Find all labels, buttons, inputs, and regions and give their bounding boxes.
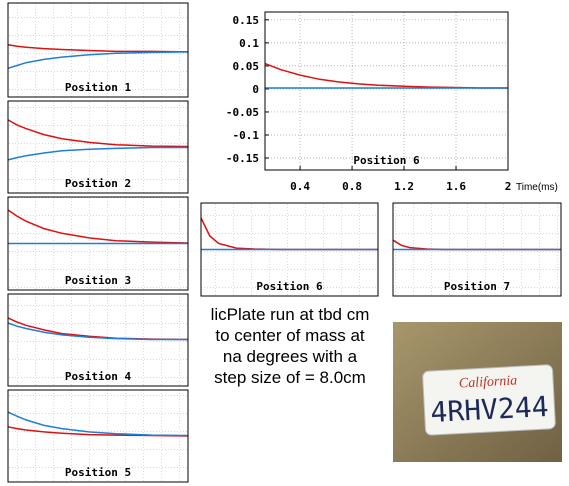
data-line bbox=[7, 209, 189, 244]
y-tick-label: -0.1 bbox=[233, 129, 260, 142]
plot-frame bbox=[7, 196, 189, 291]
chart: Position 2 bbox=[7, 100, 189, 194]
data-line bbox=[7, 119, 189, 148]
plate-number: 4RHV244 bbox=[430, 390, 550, 429]
plot-frame bbox=[264, 11, 509, 171]
x-axis-label: Time(ms) bbox=[516, 182, 558, 193]
note-line: licPlate run at tbd cm bbox=[211, 305, 370, 324]
plot-frame bbox=[7, 100, 189, 194]
x-tick-label: 1.6 bbox=[446, 180, 466, 193]
chart-title: Position 6 bbox=[256, 280, 323, 293]
x-tick-label: 0.4 bbox=[290, 180, 310, 193]
data-line bbox=[7, 44, 189, 53]
x-tick-label: 2 bbox=[505, 180, 512, 193]
y-tick-label: 0 bbox=[252, 83, 259, 96]
note-line: to center of mass at bbox=[215, 326, 365, 345]
data-line bbox=[264, 62, 508, 89]
plot-frame bbox=[7, 293, 189, 387]
chart-title: Position 6 bbox=[353, 154, 420, 167]
chart: Position 7 bbox=[392, 202, 562, 297]
chart: Position 3 bbox=[7, 196, 189, 291]
data-line bbox=[7, 146, 188, 161]
y-tick-label: -0.05 bbox=[226, 106, 259, 119]
chart-title: Position 1 bbox=[65, 81, 132, 94]
y-tick-label: -0.15 bbox=[226, 152, 259, 165]
chart-title: Position 3 bbox=[65, 274, 131, 287]
note-line: step size of = 8.0cm bbox=[214, 368, 366, 387]
data-line bbox=[7, 322, 188, 341]
y-tick-label: 0.15 bbox=[233, 14, 260, 27]
y-tick-label: 0.05 bbox=[233, 60, 260, 73]
chart: 0.15 0.1 0.05 0 -0.05 -0.1 -0.15 0.4 0.8 1.2 1.6 2 T… bbox=[226, 11, 558, 193]
plot-frame bbox=[392, 202, 562, 297]
plate-state: California bbox=[459, 373, 518, 391]
photo: California 4RHV244 bbox=[393, 322, 562, 462]
plate bbox=[422, 364, 556, 436]
chart-title: Position 5 bbox=[65, 466, 131, 479]
chart: Position 1 bbox=[7, 2, 189, 98]
chart-title: Position 2 bbox=[65, 177, 131, 190]
x-tick-label: 1.2 bbox=[394, 180, 414, 193]
grid-pattern bbox=[8, 3, 188, 97]
data-line bbox=[7, 51, 189, 70]
chart-title: Position 4 bbox=[65, 370, 132, 383]
plot-frame bbox=[7, 2, 189, 98]
plot-frame bbox=[200, 202, 379, 297]
plot-frame bbox=[7, 389, 189, 483]
y-tick-label: 0.1 bbox=[239, 37, 259, 50]
chart: Position 5 bbox=[7, 389, 189, 483]
data-line bbox=[7, 411, 189, 437]
note: licPlate run at tbd cm to center of mass… bbox=[211, 305, 370, 387]
x-tick-label: 0.8 bbox=[342, 180, 362, 193]
chart: Position 6 bbox=[200, 202, 379, 297]
chart: Position 4 bbox=[7, 293, 189, 387]
note-line: na degrees with a bbox=[223, 347, 358, 366]
chart-title: Position 7 bbox=[444, 280, 510, 293]
